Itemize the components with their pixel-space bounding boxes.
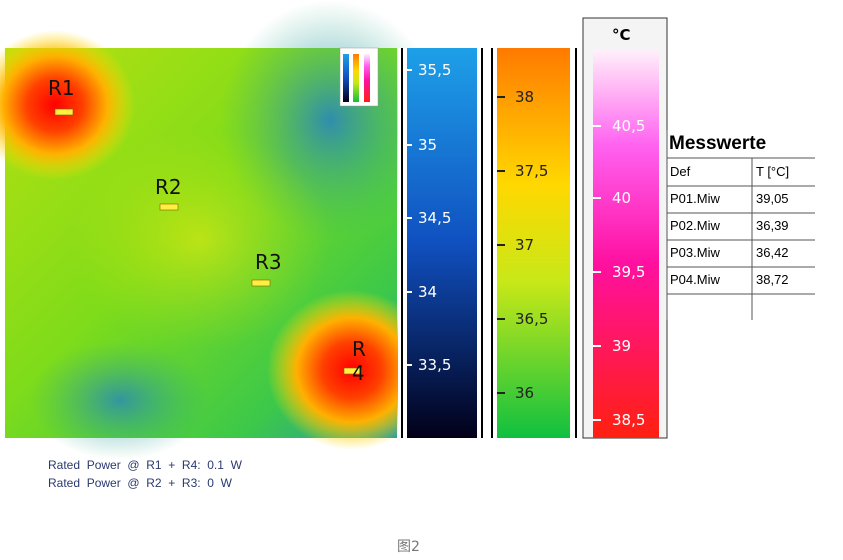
table-cell: 39,05 bbox=[756, 191, 789, 206]
tick-label: 39 bbox=[612, 337, 632, 355]
figure-label: 图2 bbox=[397, 539, 420, 555]
tick-label: 40 bbox=[612, 189, 632, 207]
tick-label: 38 bbox=[515, 88, 535, 106]
region-label: R3 bbox=[255, 250, 282, 274]
hot-spot bbox=[0, 30, 135, 180]
tick-label: 36,5 bbox=[515, 310, 549, 328]
tick-label: 35 bbox=[418, 136, 438, 154]
table-cell: 38,72 bbox=[756, 272, 789, 287]
table-header: Def bbox=[670, 164, 691, 179]
cool-zone bbox=[30, 340, 210, 460]
table-cell: P01.Miw bbox=[670, 191, 720, 206]
caption: Rated Power @ R1 + R4: 0.1 W bbox=[48, 458, 242, 472]
tick-label: 36 bbox=[515, 384, 535, 402]
table-lines bbox=[666, 130, 815, 320]
tick-label: 39,5 bbox=[612, 263, 646, 281]
table-header: T [°C] bbox=[756, 164, 790, 179]
scale-bar bbox=[593, 50, 659, 438]
inset-bar bbox=[353, 54, 359, 102]
tick-label: 38,5 bbox=[612, 411, 646, 429]
inset-bar bbox=[343, 54, 349, 102]
tick-label: 33,5 bbox=[418, 356, 452, 374]
scale-bar bbox=[407, 48, 477, 438]
table-cell: P04.Miw bbox=[670, 272, 720, 287]
point-tags bbox=[54, 108, 363, 375]
region-label: R1 bbox=[48, 76, 75, 100]
tick-label: 34 bbox=[418, 283, 438, 301]
table-title: Messwerte bbox=[669, 133, 767, 154]
tick-label: 37,5 bbox=[515, 162, 549, 180]
table-cell: P02.Miw bbox=[670, 218, 720, 233]
caption: Rated Power @ R2 + R3: 0 W bbox=[48, 476, 232, 490]
table-cell: 36,42 bbox=[756, 245, 789, 260]
region-label: R4 bbox=[352, 337, 366, 385]
warm-zone bbox=[70, 130, 330, 350]
tick-label: 35,5 bbox=[418, 61, 452, 79]
inset-bar bbox=[364, 54, 370, 102]
tick-label: 34,5 bbox=[418, 209, 452, 227]
table-cell: 36,39 bbox=[756, 218, 789, 233]
tick-label: 37 bbox=[515, 236, 535, 254]
scale-unit: °C bbox=[612, 26, 631, 44]
scale-bar bbox=[497, 48, 570, 438]
table-bg bbox=[667, 130, 815, 320]
table-cell: P03.Miw bbox=[670, 245, 720, 260]
region-label: R2 bbox=[155, 175, 182, 199]
tick-label: 40,5 bbox=[612, 117, 646, 135]
